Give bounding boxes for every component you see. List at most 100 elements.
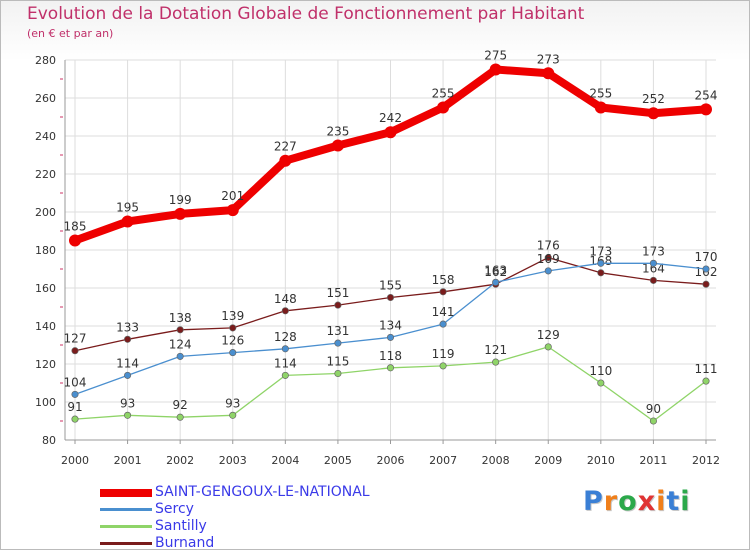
data-point [176, 326, 184, 334]
data-label: 139 [221, 309, 244, 323]
data-label: 104 [64, 375, 87, 389]
data-point [174, 207, 187, 220]
data-label: 131 [326, 324, 349, 338]
data-point [229, 349, 237, 357]
data-label: 91 [67, 400, 82, 414]
data-point [124, 371, 132, 379]
data-point [384, 126, 397, 139]
data-label: 163 [484, 263, 507, 277]
data-point [71, 415, 79, 423]
data-point [229, 411, 237, 419]
y-tick-label: 200 [35, 206, 56, 219]
logo-letter: x [637, 486, 657, 517]
x-tick-label: 2010 [587, 454, 615, 467]
data-label: 148 [274, 292, 297, 306]
y-tick-label: 280 [35, 54, 56, 67]
data-point [71, 390, 79, 398]
data-point [386, 333, 395, 341]
data-point [439, 320, 447, 328]
data-point [281, 307, 289, 315]
data-point [334, 369, 342, 378]
series-burnand: 127133138139148151155158162176168164162 [64, 239, 717, 355]
logo-letter: o [618, 486, 638, 517]
data-label: 110 [589, 364, 612, 378]
data-point [597, 259, 605, 267]
x-tick-label: 2006 [377, 454, 405, 467]
data-label: 118 [379, 349, 402, 363]
data-label: 126 [221, 334, 244, 348]
legend-swatch [100, 525, 152, 528]
data-label: 235 [326, 125, 349, 139]
y-tick-label: 240 [35, 130, 56, 143]
logo-letter: r [603, 486, 619, 517]
data-label: 169 [537, 252, 560, 266]
x-tick-label: 2001 [114, 454, 142, 467]
data-label: 119 [432, 347, 455, 361]
data-label: 90 [646, 402, 661, 416]
data-label: 273 [537, 52, 560, 66]
data-point [334, 339, 342, 347]
data-point [71, 347, 79, 355]
y-tick-label: 160 [35, 282, 56, 295]
data-label: 254 [695, 88, 718, 102]
data-label: 162 [484, 265, 507, 279]
data-point [226, 204, 239, 217]
legend-label: SAINT-GENGOUX-LE-NATIONAL [155, 484, 370, 500]
data-label: 176 [537, 239, 560, 253]
legend-swatch [100, 542, 152, 545]
legend-label: Burnand [155, 535, 215, 551]
x-tick-label: 2003 [219, 454, 247, 467]
legend-label: Sercy [155, 501, 194, 517]
series-sercy: 104 114 124 126 128 131 134 141 163 169 173 173 170 [64, 244, 718, 398]
data-label: 195 [116, 201, 139, 215]
data-label: 155 [379, 279, 402, 293]
data-point [702, 280, 710, 288]
data-label: 93 [225, 396, 240, 410]
data-label: 158 [432, 273, 455, 287]
series-santilly: 91 93 92 93 114 115 118 119 121 129 110 90 111 [67, 328, 718, 425]
chart-subtitle: (en € et par an) [27, 27, 114, 40]
legend-label: Santilly [155, 518, 207, 534]
series-saint-gengoux-le-national: 185 195 199 201 227 235 242 255 275 273 255 252 254 [64, 49, 718, 247]
data-point [281, 345, 289, 353]
y-tick-label: 80 [42, 434, 56, 447]
data-point [594, 101, 607, 114]
x-tick-label: 2004 [271, 454, 299, 467]
x-tick-label: 2012 [692, 454, 720, 467]
data-point [437, 101, 450, 114]
data-point [489, 63, 502, 76]
data-point [331, 139, 344, 152]
data-label: 252 [642, 92, 665, 106]
x-tick-label: 2005 [324, 454, 352, 467]
data-point [439, 288, 447, 296]
y-tick-label: 120 [35, 358, 56, 371]
proxiti-logo: Proxiti [583, 486, 691, 517]
data-label: 164 [642, 261, 665, 275]
data-label: 111 [695, 362, 718, 376]
x-tick-label: 2002 [166, 454, 194, 467]
data-label: 170 [695, 250, 718, 264]
logo-letter: t [666, 486, 681, 517]
x-tick-label: 2011 [639, 454, 667, 467]
data-point [649, 417, 657, 425]
data-label: 173 [589, 244, 612, 258]
data-label: 93 [120, 396, 135, 410]
data-label: 138 [169, 311, 192, 325]
logo-letter: i [680, 486, 691, 517]
data-label: 121 [484, 343, 507, 357]
data-point [386, 364, 395, 372]
data-point [597, 269, 605, 277]
data-label: 128 [274, 330, 297, 344]
data-label: 141 [432, 305, 455, 319]
x-tick-label: 2008 [482, 454, 510, 467]
x-tick-label: 2000 [61, 454, 89, 467]
data-label: 255 [432, 87, 455, 101]
data-label: 255 [589, 87, 612, 101]
data-label: 134 [379, 318, 402, 332]
data-label: 92 [173, 398, 188, 412]
data-point [700, 103, 712, 116]
data-point [176, 352, 184, 360]
data-point [702, 265, 710, 273]
data-point [176, 413, 184, 421]
